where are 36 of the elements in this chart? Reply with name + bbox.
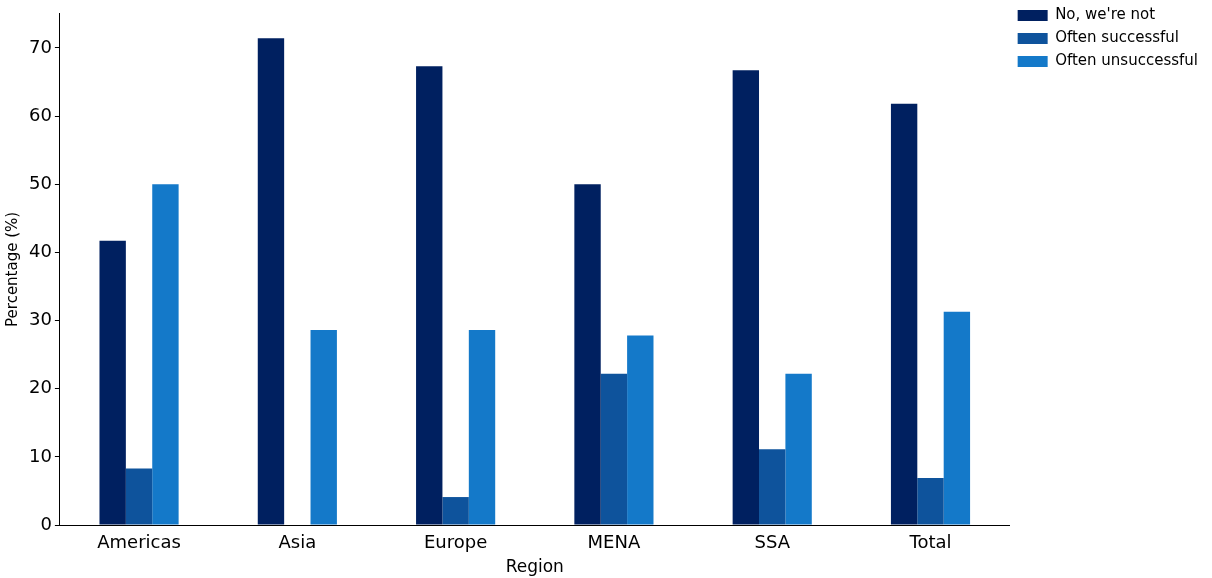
legend-label: Often unsuccessful — [1055, 51, 1199, 70]
x-tick-label: MENA — [587, 531, 641, 553]
bar — [99, 240, 126, 525]
legend-label: Often successful — [1055, 28, 1179, 47]
bar — [943, 311, 971, 525]
bar — [257, 38, 285, 525]
legend-label: No, we're not — [1055, 5, 1156, 24]
bar — [442, 497, 469, 525]
bar — [627, 335, 654, 525]
bar — [416, 66, 443, 525]
y-tick-label: 50 — [29, 171, 52, 193]
bar — [917, 477, 944, 525]
y-tick-label: 0 — [40, 512, 52, 534]
bar — [125, 468, 153, 525]
x-axis-title: Region — [505, 556, 564, 577]
y-tick-label: 30 — [29, 308, 52, 330]
x-tick-label: Americas — [97, 531, 181, 553]
bar — [732, 70, 760, 525]
y-tick-label: 40 — [29, 240, 52, 262]
bar — [574, 184, 601, 525]
bar — [890, 103, 918, 525]
x-tick-label: Europe — [423, 531, 488, 553]
x-tick-label: Total — [908, 531, 952, 553]
bar — [600, 373, 628, 525]
y-tick-label: 10 — [29, 444, 52, 466]
bar — [152, 184, 179, 525]
y-tick-label: 20 — [29, 376, 52, 398]
bar — [759, 449, 786, 525]
bar — [310, 330, 337, 525]
bar — [468, 330, 496, 525]
x-tick-label: Asia — [278, 531, 317, 553]
x-tick-label: SSA — [754, 531, 791, 553]
bar — [785, 373, 812, 525]
y-tick-label: 70 — [29, 35, 52, 57]
y-tick-label: 60 — [29, 103, 52, 125]
y-axis-title: Percentage (%) — [2, 211, 21, 327]
